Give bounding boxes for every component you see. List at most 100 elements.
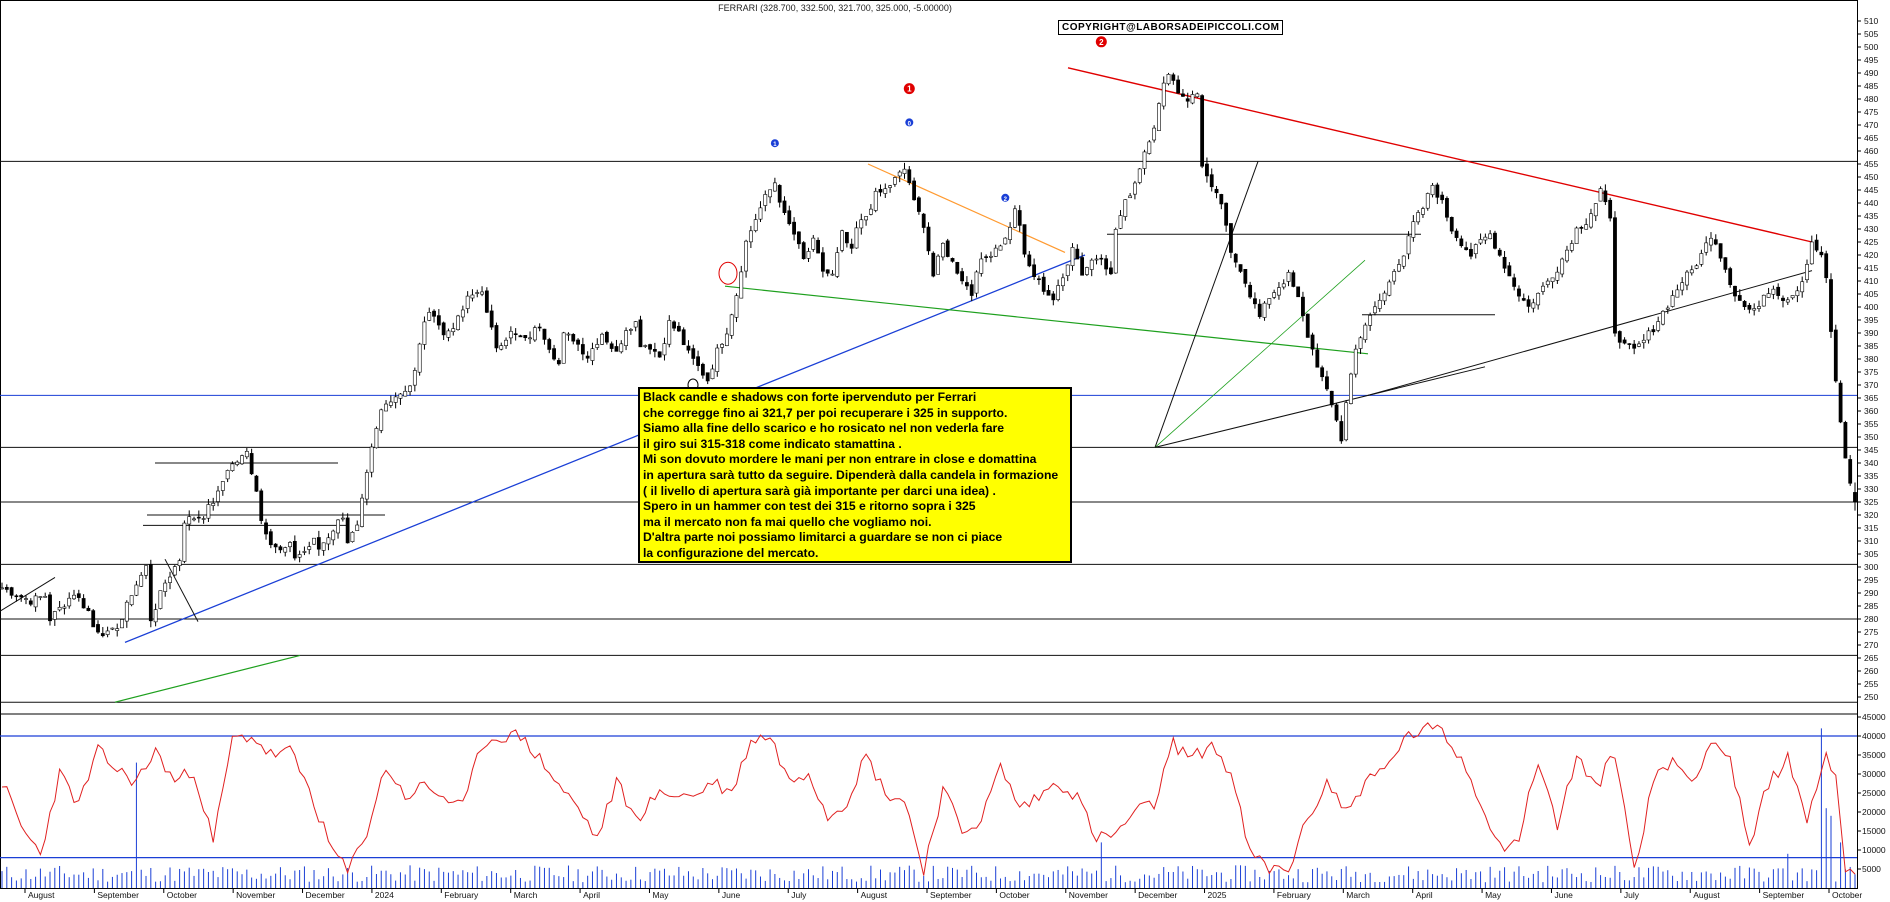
candle-body <box>1013 208 1017 228</box>
annotation-line: Siamo alla fine dello scarico e ho rosic… <box>643 421 1005 436</box>
candle-body <box>1790 295 1795 299</box>
candle-body <box>182 522 187 562</box>
candle-body <box>196 516 201 519</box>
price-tick-label: 285 <box>1864 601 1878 611</box>
candle-body <box>1238 264 1243 272</box>
candle-body <box>1521 298 1526 301</box>
price-tick-label: 250 <box>1864 692 1878 702</box>
candle-body <box>561 332 566 364</box>
candle-body <box>1416 212 1421 223</box>
candle-body <box>878 188 883 193</box>
annotation-line: ( il livello di apertura sarà già import… <box>643 483 996 498</box>
candle-body <box>1109 267 1113 275</box>
candle-body <box>499 345 504 350</box>
candle-body <box>134 584 139 596</box>
candle-body <box>580 344 585 355</box>
candle-body <box>1785 299 1790 303</box>
price-tick-label: 330 <box>1864 484 1878 494</box>
price-tick-label: 505 <box>1864 29 1878 39</box>
candle-body <box>1344 402 1349 441</box>
candle-body <box>48 594 52 622</box>
fan-line-green <box>1154 259 1366 448</box>
wave-marker-label: 1 <box>773 142 777 148</box>
candle-body <box>1281 283 1286 288</box>
candle-body <box>1723 257 1728 270</box>
annotation-line: che corregge fino ai 321,7 per poi recup… <box>643 405 1008 420</box>
price-tick-label: 310 <box>1864 536 1878 546</box>
candle-body <box>984 256 989 258</box>
candle-body <box>460 309 465 318</box>
candle-body <box>1680 282 1685 291</box>
price-tick-label: 280 <box>1864 614 1878 624</box>
candle-body <box>1824 253 1829 279</box>
annotation-line: la configurazione del mercato. <box>643 545 819 560</box>
candle-body <box>1507 265 1512 277</box>
candle-body <box>4 586 9 590</box>
price-tick-label: 275 <box>1864 627 1878 637</box>
candle-body <box>403 390 408 397</box>
candle-body <box>1104 258 1109 270</box>
candle-body <box>144 565 148 576</box>
candle-body <box>796 231 801 245</box>
candle-body <box>864 216 868 221</box>
candle-body <box>249 453 254 475</box>
candle-body <box>52 611 57 620</box>
candle-body <box>388 401 393 406</box>
candle-body <box>672 321 676 329</box>
candle-body <box>484 290 489 313</box>
candle-body <box>777 185 782 203</box>
candle-body <box>600 333 604 345</box>
candle-body <box>1622 339 1627 344</box>
x-tick-label: May <box>1485 890 1502 900</box>
candle-body <box>816 239 820 254</box>
annotation-line: ma il mercato non fa mai quello che vogl… <box>643 514 932 529</box>
candle-body <box>1161 82 1166 107</box>
chart-title: FERRARI (328.700, 332.500, 321.700, 325.… <box>718 3 952 13</box>
candle-body <box>19 595 24 598</box>
price-tick-label: 365 <box>1864 393 1878 403</box>
candle-body <box>139 574 144 587</box>
candle-body <box>1747 304 1752 310</box>
candle-body <box>1157 103 1161 131</box>
wave-marker <box>770 139 779 148</box>
support-trend-line <box>1367 270 1813 396</box>
candle-body <box>854 227 859 249</box>
x-tick-label: September <box>1763 890 1805 900</box>
candle-body <box>840 230 844 251</box>
candle-body <box>364 472 369 500</box>
candle-body <box>1502 256 1507 269</box>
candle-body <box>705 372 710 382</box>
wave-marker-label: 1 <box>907 85 912 94</box>
candle-body <box>1598 188 1603 202</box>
candle-body <box>360 497 364 527</box>
candle-body <box>436 315 441 326</box>
candle-body <box>96 624 100 633</box>
candle-body <box>355 524 360 531</box>
price-tick-label: 390 <box>1864 328 1878 338</box>
candle-body <box>326 537 331 545</box>
candle-body <box>955 261 960 274</box>
candle-body <box>638 319 643 348</box>
candle-body <box>532 327 537 341</box>
price-tick-label: 370 <box>1864 380 1878 390</box>
candle-body <box>1118 215 1123 229</box>
candle-body <box>724 333 729 346</box>
wave-marker <box>1001 193 1010 202</box>
candle-body <box>1661 310 1665 325</box>
candle-body <box>28 600 33 605</box>
candle-body <box>969 284 974 296</box>
x-tick-label: 2024 <box>375 890 394 900</box>
candle-body <box>1017 210 1022 226</box>
candle-body <box>571 334 576 342</box>
price-tick-label: 450 <box>1864 172 1878 182</box>
candle-body <box>787 210 792 225</box>
candle-body <box>547 339 552 350</box>
candle-body <box>1718 243 1723 259</box>
candle-body <box>86 607 91 611</box>
annotation-line: Mi son dovuto mordere le mani per non en… <box>643 452 1037 467</box>
x-tick-label: August <box>1693 890 1720 900</box>
candle-body <box>585 355 590 359</box>
price-tick-label: 305 <box>1864 549 1878 559</box>
candle-body <box>1305 313 1310 338</box>
price-tick-label: 295 <box>1864 575 1878 585</box>
